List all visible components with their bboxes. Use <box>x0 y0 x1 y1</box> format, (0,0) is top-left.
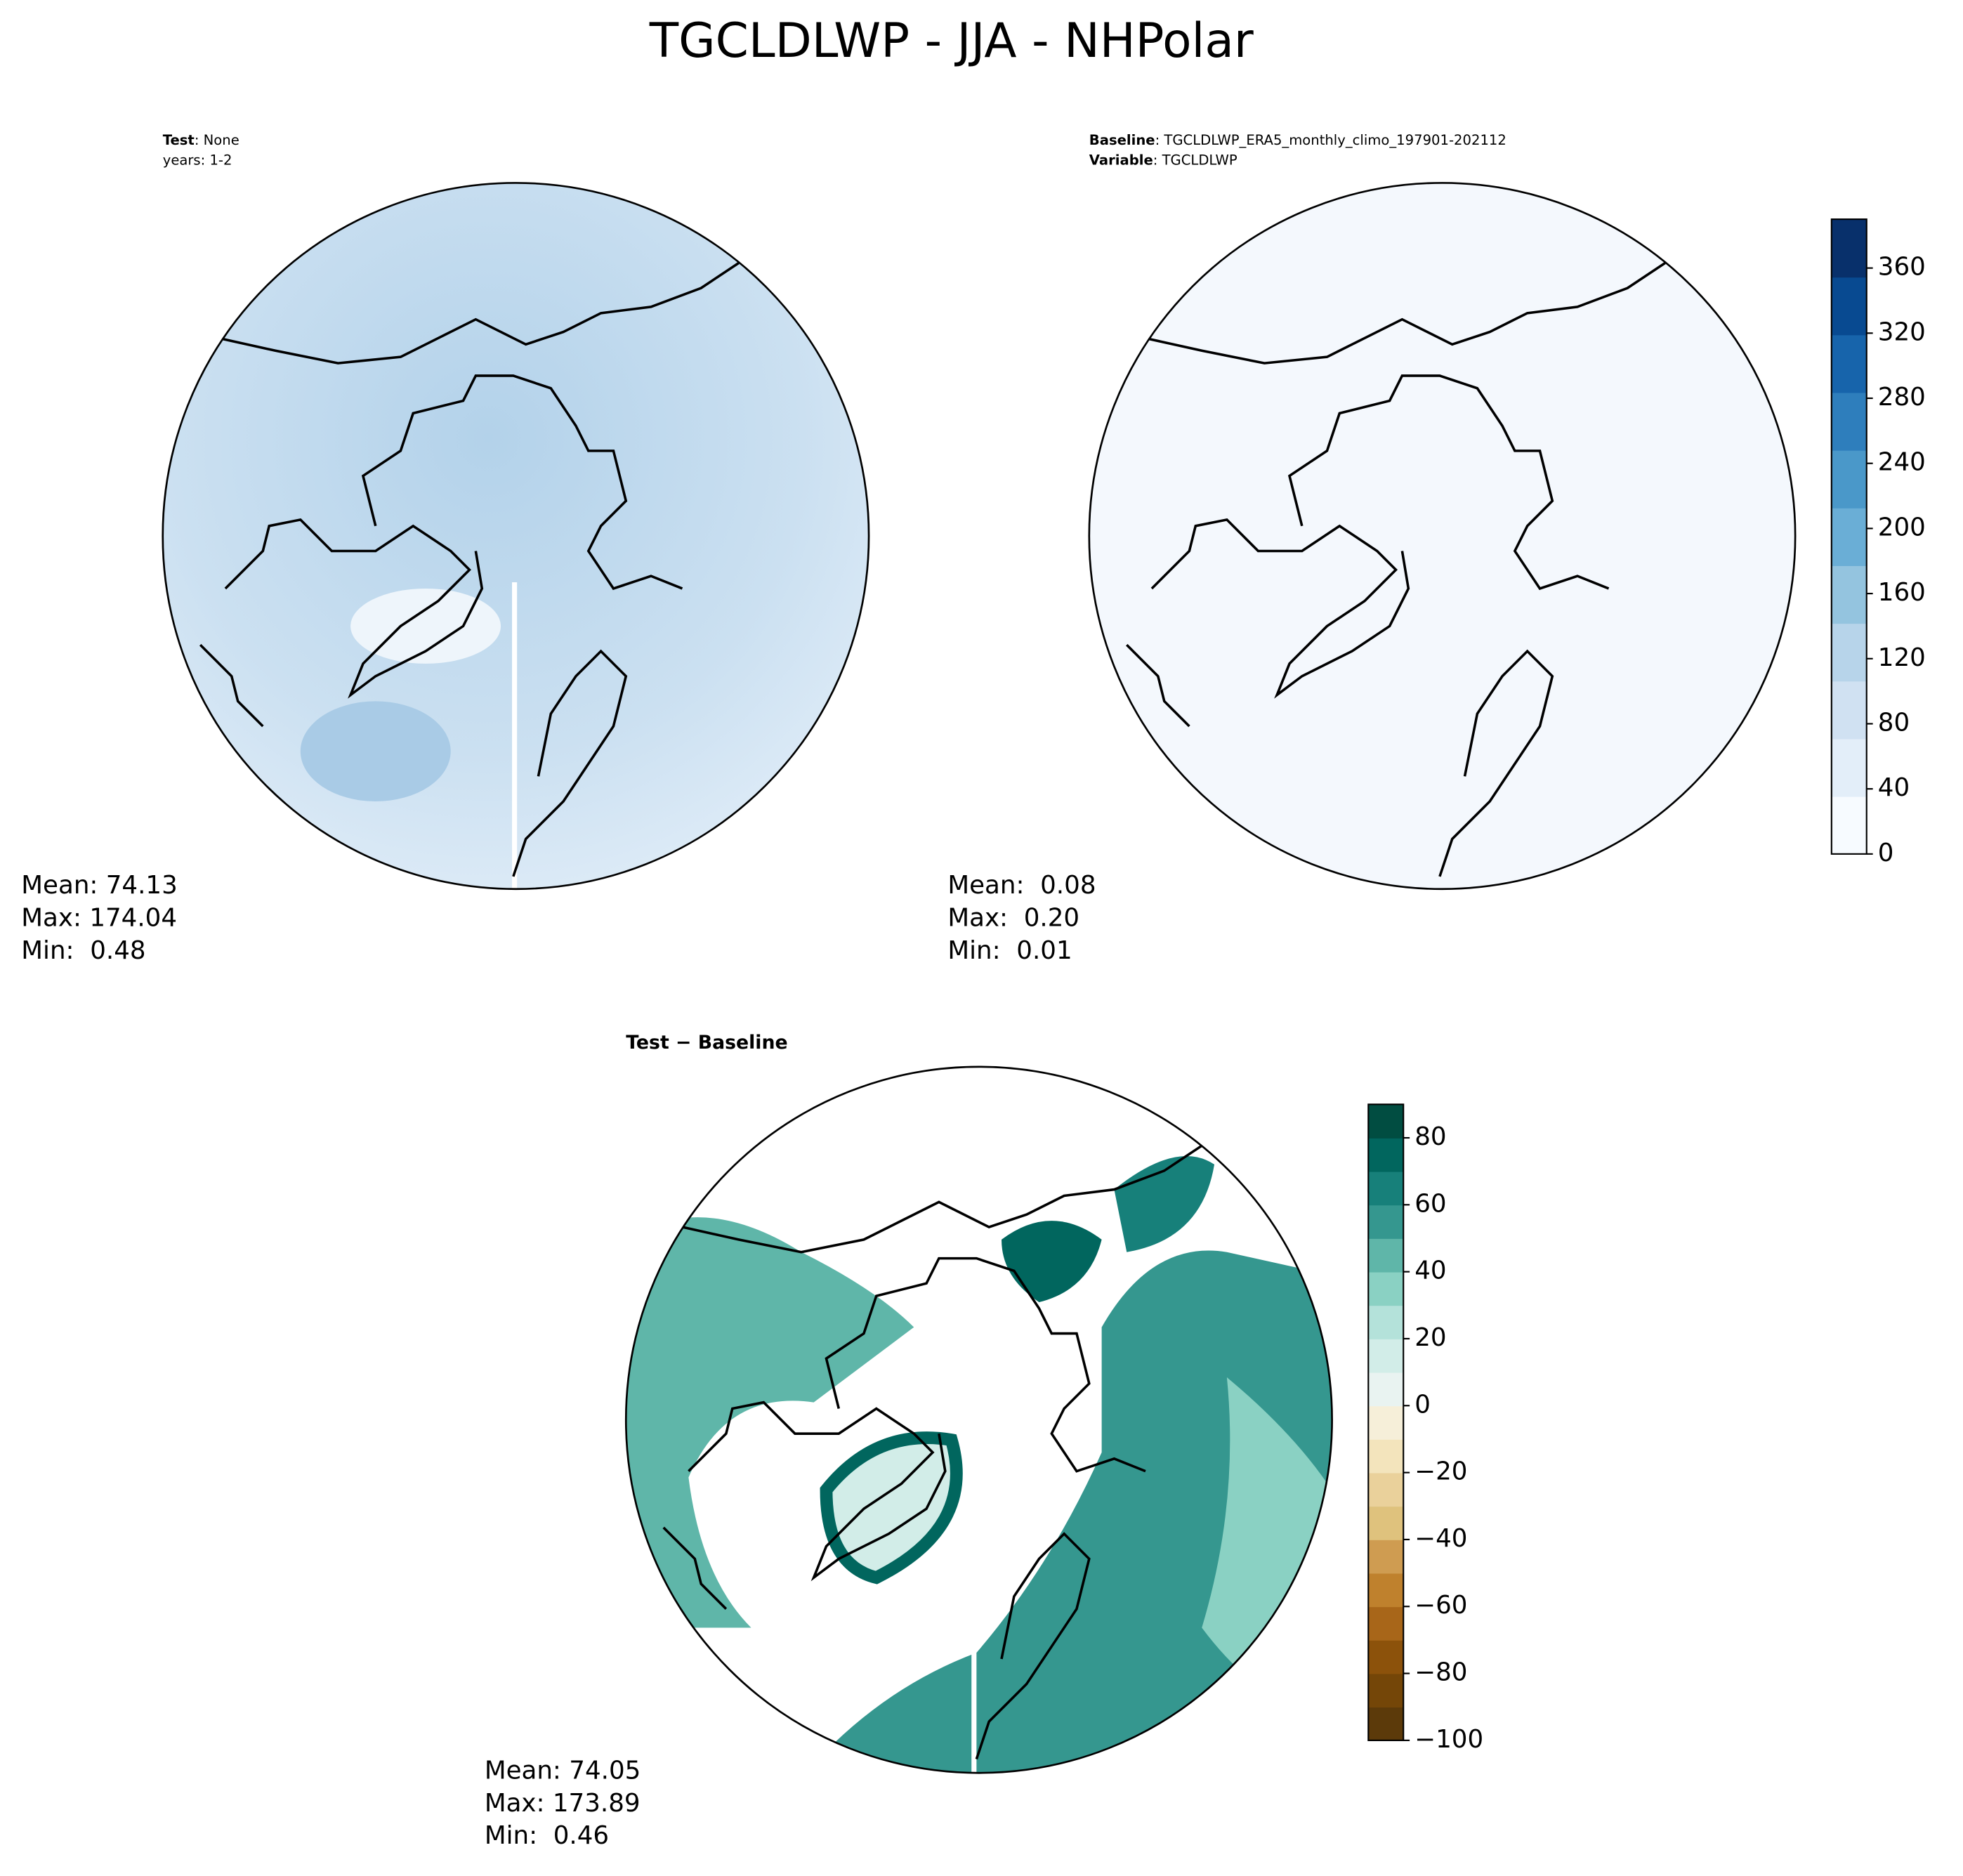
colorbar-segment <box>1831 450 1867 509</box>
colorbar-segment <box>1368 1405 1404 1440</box>
colorbar-tick-label: 120 <box>1878 643 1926 672</box>
panel-subtitle: Test: None <box>163 131 239 147</box>
colorbar-segment <box>1368 1506 1404 1540</box>
coastline <box>1126 262 1666 877</box>
colorbar-tick-label: 0 <box>1878 839 1894 867</box>
subtitle-label: Baseline <box>1089 131 1155 147</box>
panel-subtitle: Baseline: TGCLDLWP_ERA5_monthly_climo_19… <box>1089 131 1506 147</box>
colorbar-tick-label: 280 <box>1878 383 1926 412</box>
map-boundary <box>1088 182 1797 891</box>
title: TGCLDLWP - JJA - NHPolar <box>649 13 1254 68</box>
colorbar-tick-label: 200 <box>1878 513 1926 542</box>
colorbar-segment <box>1831 219 1867 278</box>
colorbar-frame <box>1367 1103 1405 1741</box>
colorbar-tick-label: 60 <box>1414 1189 1446 1218</box>
colorbar-segment <box>1368 1104 1404 1139</box>
colorbar-tick-label: 0 <box>1414 1390 1431 1419</box>
colorbar-segment <box>1368 1707 1404 1741</box>
colorbar-segment <box>1368 1305 1404 1339</box>
panel-stat: Mean: 74.13 <box>21 871 177 900</box>
colorbar-segment <box>1368 1372 1404 1407</box>
subtitle-text: : None <box>195 131 239 147</box>
colorbar-frame <box>1830 218 1867 855</box>
panel-stat: Min: 0.48 <box>21 936 145 965</box>
panel-stat: Max: 173.89 <box>485 1789 641 1818</box>
colorbar-segment <box>1368 1238 1404 1273</box>
map-field <box>162 183 869 889</box>
map-boundary <box>162 182 870 891</box>
map-field <box>626 1066 1332 1773</box>
panel-subtitle: Test − Baseline <box>626 1032 787 1054</box>
panel-stat: Min: 0.46 <box>485 1821 609 1850</box>
colorbar-segment <box>1831 796 1867 855</box>
colorbar-segment <box>1831 738 1867 797</box>
colorbar-tick-label: 240 <box>1878 448 1926 477</box>
colorbar-tick-label: 160 <box>1878 578 1926 607</box>
subtitle-label: Test − Baseline <box>626 1032 787 1054</box>
colorbar-segment <box>1368 1171 1404 1206</box>
colorbar-segment <box>1831 565 1867 624</box>
colorbar-tick-label: −20 <box>1414 1457 1467 1486</box>
colorbar-segment <box>1831 623 1867 682</box>
map-boundary <box>624 1065 1333 1774</box>
colorbar-segment <box>1368 1138 1404 1172</box>
subtitle-text: : TGCLDLWP <box>1153 152 1237 168</box>
colorbar-tick-label: 80 <box>1414 1122 1446 1151</box>
panel-stat: Min: 0.01 <box>947 936 1072 965</box>
subtitle-label: Test <box>163 131 195 147</box>
panel-stat: Mean: 74.05 <box>485 1756 641 1785</box>
colorbar-tick-label: 20 <box>1414 1323 1446 1352</box>
panel-stat: Mean: 0.08 <box>947 871 1096 900</box>
panel-subtitle: years: 1-2 <box>163 152 232 168</box>
subtitle-text: years: 1-2 <box>163 152 232 168</box>
panel-stat: Max: 174.04 <box>21 904 177 933</box>
subtitle-text: : TGCLDLWP_ERA5_monthly_climo_197901-202… <box>1155 131 1506 147</box>
panel-stat: Max: 0.20 <box>947 904 1079 933</box>
colorbar-segment <box>1368 1639 1404 1674</box>
colorbar-tick-label: 80 <box>1878 708 1910 737</box>
colorbar-segment <box>1368 1338 1404 1373</box>
colorbar-segment <box>1368 1205 1404 1239</box>
colorbar-segment <box>1368 1606 1404 1641</box>
colorbar-segment <box>1368 1271 1404 1306</box>
colorbar-segment <box>1831 392 1867 451</box>
colorbar-tick-label: 320 <box>1878 317 1926 346</box>
coastline <box>199 262 740 877</box>
colorbar-tick-label: −80 <box>1414 1658 1467 1687</box>
colorbar-segment <box>1368 1472 1404 1507</box>
colorbar-segment <box>1831 681 1867 740</box>
colorbar-tick-label: 360 <box>1878 253 1926 282</box>
colorbar-segment <box>1831 277 1867 336</box>
colorbar-segment <box>1368 1539 1404 1574</box>
colorbar-tick-label: −60 <box>1414 1591 1467 1620</box>
colorbar-segment <box>1368 1438 1404 1474</box>
coastline <box>662 1144 1203 1760</box>
subtitle-label: Variable <box>1089 152 1153 168</box>
colorbar-tick-label: 40 <box>1878 773 1910 802</box>
colorbar-segment <box>1368 1573 1404 1608</box>
colorbar-segment <box>1831 334 1867 393</box>
colorbar-segment <box>1368 1673 1404 1708</box>
colorbar-tick-label: 40 <box>1414 1257 1446 1285</box>
panel-subtitle: Variable: TGCLDLWP <box>1089 152 1237 168</box>
colorbar-tick-label: −100 <box>1414 1725 1483 1754</box>
colorbar-tick-label: −40 <box>1414 1524 1467 1553</box>
colorbar-segment <box>1831 507 1867 566</box>
